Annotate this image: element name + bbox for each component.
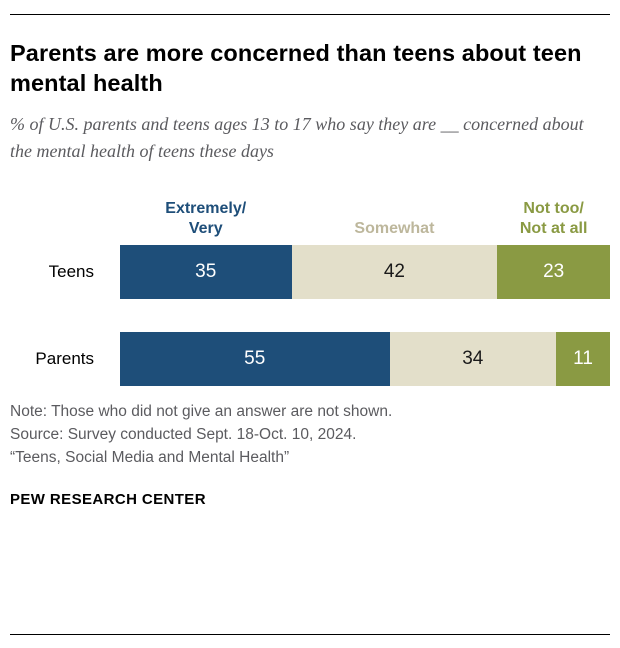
row-label: Parents — [35, 349, 94, 369]
bar-segment-2: 11 — [556, 332, 610, 387]
page-title: Parents are more concerned than teens ab… — [10, 40, 582, 96]
legend-label-1: Somewhat — [354, 219, 435, 237]
bar-segment-1: 34 — [389, 332, 557, 387]
footer-note: Note: Those who did not give an answer a… — [10, 403, 393, 421]
bar-value-label: 11 — [573, 348, 593, 370]
bar-segment-1: 42 — [291, 245, 498, 300]
legend-row: Extremely/ Very Somewhat Not too/ Not at a… — [120, 199, 610, 245]
stacked-bar-chart: Extremely/ Very Somewhat Not too/ Not at a… — [10, 199, 610, 387]
bar-value-label: 35 — [195, 261, 217, 283]
bar-row-parents: Parents 55 34 11 — [10, 332, 610, 387]
bar-segment-0: 55 — [120, 332, 390, 387]
legend-label-2: Not too/ Not at all — [519, 200, 588, 237]
row-label: Teens — [48, 262, 94, 282]
bar-segments: 35 42 23 — [120, 245, 610, 300]
chart-footer: Note: Those who did not give an answer a… — [10, 401, 610, 470]
legend-label-0: Extremely/ Very — [165, 200, 247, 237]
footer-citation: “Teens, Social Media and Mental Health” — [10, 449, 290, 467]
bars-container: Teens 35 42 23 Parents 55 34 11 — [10, 245, 610, 387]
bar-segments: 55 34 11 — [120, 332, 610, 387]
bar-value-label: 55 — [244, 348, 266, 370]
bar-value-label: 34 — [462, 348, 484, 370]
bar-segment-0: 35 — [120, 245, 292, 300]
brand-logo: PEW RESEARCH CENTER — [10, 491, 206, 509]
chart-subtitle: % of U.S. parents and teens ages 13 to 1… — [10, 114, 584, 162]
top-rule — [10, 14, 610, 15]
bar-row-teens: Teens 35 42 23 — [10, 245, 610, 300]
bar-value-label: 42 — [383, 261, 405, 283]
bar-value-label: 23 — [543, 261, 565, 283]
footer-source: Source: Survey conducted Sept. 18-Oct. 1… — [10, 426, 357, 444]
bar-segment-2: 23 — [497, 245, 610, 300]
bottom-rule — [10, 634, 610, 635]
